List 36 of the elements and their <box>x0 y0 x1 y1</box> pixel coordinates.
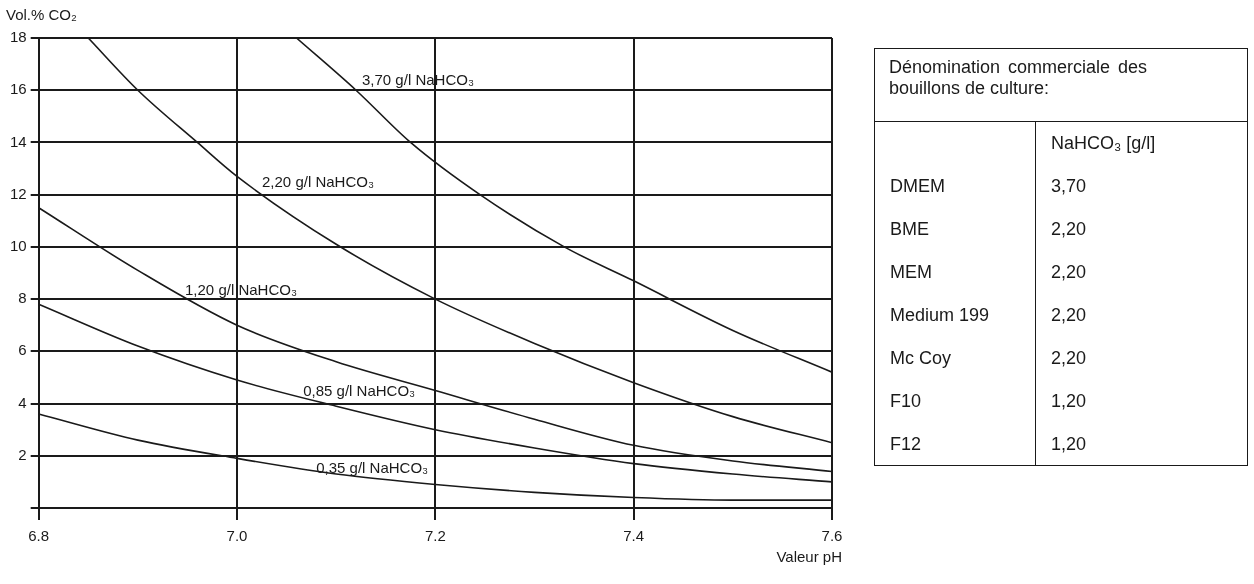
series-label: 2,20 g/l NaHCO₃ <box>262 172 375 190</box>
category-label: DMEM <box>874 165 1036 208</box>
y-tick-label: 8 <box>18 289 27 307</box>
x-tick-label: 7.2 <box>424 527 446 545</box>
series-label: 0,35 g/l NaHCO₃ <box>316 459 429 477</box>
x-tick-label: 7.4 <box>623 527 645 545</box>
y-tick-label: 18 <box>10 28 27 46</box>
y-tick-label: 6 <box>18 341 27 359</box>
text: 2,20 <box>1051 305 1087 325</box>
category-label: F10 <box>874 380 1036 423</box>
y-tick-label: 16 <box>10 80 27 98</box>
y-tick-label: 10 <box>10 237 27 255</box>
text: 1,20 <box>1051 434 1087 454</box>
category-label: MEM <box>874 251 1036 294</box>
x-axis-title: Valeur pH <box>776 548 842 565</box>
text: 2,20 <box>1051 348 1087 368</box>
x-tick-label: 6.8 <box>28 527 50 545</box>
series-label: 0,85 g/l NaHCO₃ <box>303 382 416 400</box>
category-label: Medium 199 <box>874 294 1036 337</box>
category-label: BME <box>874 208 1036 251</box>
text: Dénomination commerciale des bouillons de culture: <box>874 48 1248 122</box>
y-tick-label: 14 <box>10 132 27 150</box>
category-label: F12 <box>874 423 1036 466</box>
y-axis-title: Vol.% CO₂ <box>6 6 77 23</box>
text: NaHCO₃ [g/l] <box>1035 121 1248 165</box>
x-tick-label: 7.6 <box>821 527 843 545</box>
text: 1,20 <box>1051 391 1087 411</box>
y-tick-label: 2 <box>18 445 27 463</box>
text: 2,20 <box>1051 219 1087 239</box>
y-tick-label: 12 <box>10 184 27 202</box>
text: 2,20 <box>1051 262 1087 282</box>
x-tick-label: 7.0 <box>226 527 248 545</box>
category-label: Mc Coy <box>874 337 1036 380</box>
series-label: 1,20 g/l NaHCO₃ <box>185 281 298 299</box>
text: 3,70 <box>1051 176 1087 196</box>
y-tick-label: 4 <box>18 393 27 411</box>
